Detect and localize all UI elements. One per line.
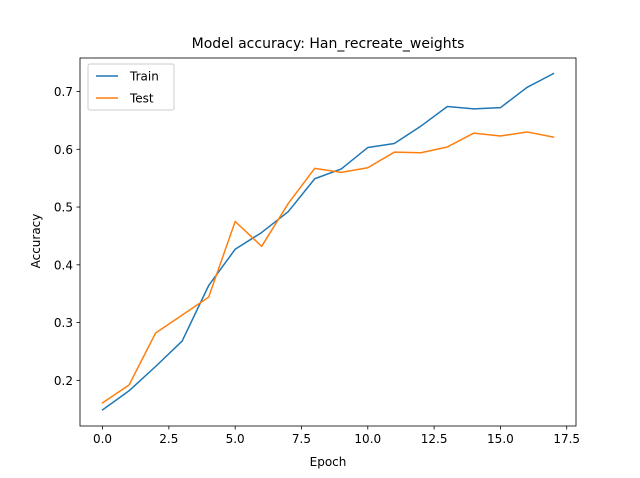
x-tick-label: 15.0 (487, 432, 514, 446)
series-line-train (101, 72, 555, 411)
x-tick-label: 7.5 (292, 432, 311, 446)
x-tick-label: 10.0 (354, 432, 381, 446)
y-tick-label: 0.4 (54, 258, 73, 272)
axes-frame (79, 57, 577, 427)
y-tick-label: 0.6 (54, 143, 73, 157)
series-line-test (101, 131, 555, 404)
chart-title: Model accuracy: Han_recreate_weights (192, 36, 465, 52)
plot-area: 0.0 2.5 5.0 7.5 10.0 12.5 15.0 17.5 0.2 0.3 0.4 0.5… (54, 57, 580, 446)
y-tick-label: 0.5 (54, 201, 73, 215)
legend-label-train: Train (129, 70, 159, 84)
x-tick-label: 0.0 (93, 432, 112, 446)
x-axis-label: Epoch (310, 455, 347, 469)
x-tick-label: 12.5 (421, 432, 448, 446)
y-axis-label: Accuracy (29, 214, 43, 269)
y-tick-label: 0.3 (54, 316, 73, 330)
y-tick-label: 0.2 (54, 374, 73, 388)
legend-label-test: Test (129, 92, 154, 106)
x-tick-label: 5.0 (226, 432, 245, 446)
x-tick-label: 17.5 (553, 432, 580, 446)
x-tick-label: 2.5 (159, 432, 178, 446)
y-tick-label: 0.7 (54, 85, 73, 99)
